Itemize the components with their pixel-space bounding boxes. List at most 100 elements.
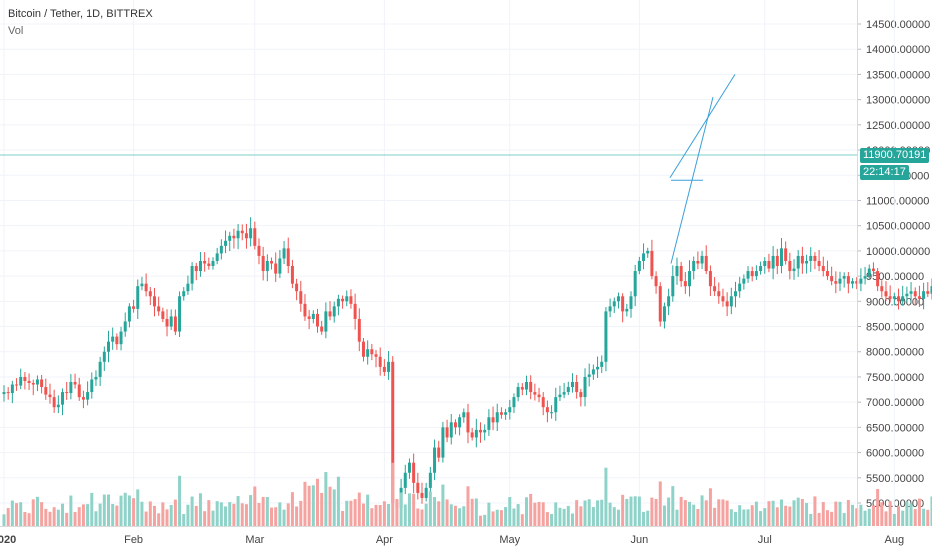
volume-bar <box>775 507 779 526</box>
candle <box>336 298 340 307</box>
candle <box>842 276 846 279</box>
volume-bar <box>930 496 932 526</box>
candle <box>27 380 31 383</box>
candle <box>679 266 683 282</box>
volume-bar <box>311 485 315 526</box>
candle <box>646 250 650 254</box>
volume-bar <box>587 499 591 526</box>
candle <box>846 276 850 284</box>
volume-bar <box>525 497 528 526</box>
volume-bar <box>378 505 382 526</box>
candle <box>775 255 779 267</box>
candle <box>173 316 177 332</box>
candle <box>366 349 370 357</box>
candle <box>265 260 269 272</box>
candle <box>282 248 286 259</box>
volume-bar <box>324 472 328 526</box>
volume-bar <box>35 496 39 526</box>
volume-bar <box>81 504 85 526</box>
candle <box>809 255 813 261</box>
candle <box>721 296 725 302</box>
time-axis[interactable] <box>0 526 857 551</box>
candle <box>320 326 324 332</box>
volume-bar <box>520 514 524 526</box>
candle <box>671 276 675 297</box>
volume-bar <box>683 500 687 526</box>
candle <box>729 296 733 307</box>
candle <box>901 296 905 302</box>
candle <box>132 306 136 309</box>
price-tick-label: 14000.00000 <box>866 44 930 56</box>
volume-bar <box>825 510 829 526</box>
price-axis[interactable] <box>857 0 932 526</box>
volume-bar <box>474 498 478 526</box>
candle <box>746 271 750 279</box>
volume-bar <box>449 504 453 526</box>
volume-bar <box>909 503 913 526</box>
price-tick-label: 7500.00000 <box>866 372 924 384</box>
time-tick-label: Jul <box>758 534 772 546</box>
candle <box>353 303 357 319</box>
candle <box>742 278 746 284</box>
candle <box>759 266 763 272</box>
volume-bar <box>387 503 391 526</box>
volume-bar <box>144 511 148 526</box>
candle <box>629 296 633 309</box>
volume-bar <box>495 509 499 526</box>
candle <box>838 278 842 284</box>
volume-bar <box>236 496 240 526</box>
candle <box>612 301 616 307</box>
volume-bar <box>295 506 299 526</box>
candle <box>462 412 466 418</box>
volume-bar <box>69 495 73 526</box>
candle <box>215 253 219 261</box>
candle <box>98 361 102 377</box>
volume-bar <box>19 502 23 526</box>
volume-bar <box>671 486 675 526</box>
candle <box>667 296 671 307</box>
volume-bar <box>403 504 407 526</box>
volume-bar <box>165 509 169 526</box>
candle <box>512 397 516 408</box>
candle <box>754 271 758 277</box>
candle <box>662 306 666 322</box>
volume-bar <box>123 492 127 526</box>
candle <box>817 260 821 267</box>
volume-bar <box>453 505 457 526</box>
volume-bar <box>608 502 612 526</box>
volume-bar <box>299 500 303 526</box>
candle <box>361 341 365 357</box>
price-tick-label: 14500.00000 <box>866 19 930 31</box>
candle <box>905 293 909 297</box>
candle <box>654 276 658 287</box>
volume-bar <box>203 511 207 526</box>
volume-bar <box>550 513 554 526</box>
volume-bar <box>583 500 587 526</box>
volume-bar <box>892 513 896 526</box>
candle <box>52 397 56 408</box>
volume-bar <box>642 511 646 526</box>
volume-bar <box>290 492 294 526</box>
candle <box>441 427 445 458</box>
volume-bar <box>926 509 930 526</box>
volume-bar <box>395 499 399 526</box>
candle <box>621 296 625 312</box>
candle <box>541 397 545 408</box>
volume-bar <box>508 497 512 526</box>
candle <box>600 361 604 367</box>
volume-bar <box>115 505 119 526</box>
volume-bar <box>491 511 495 526</box>
volume-bar <box>44 508 48 526</box>
volume-bar <box>458 508 462 526</box>
candle <box>784 248 788 261</box>
volume-bar <box>73 511 77 526</box>
candle <box>261 255 265 272</box>
price-tick-label: 6500.00000 <box>866 422 924 434</box>
candle <box>274 263 278 274</box>
candle <box>148 291 152 297</box>
volume-bar <box>742 509 746 526</box>
candle <box>909 291 913 294</box>
volume-bar <box>867 508 871 526</box>
candle <box>378 356 382 367</box>
